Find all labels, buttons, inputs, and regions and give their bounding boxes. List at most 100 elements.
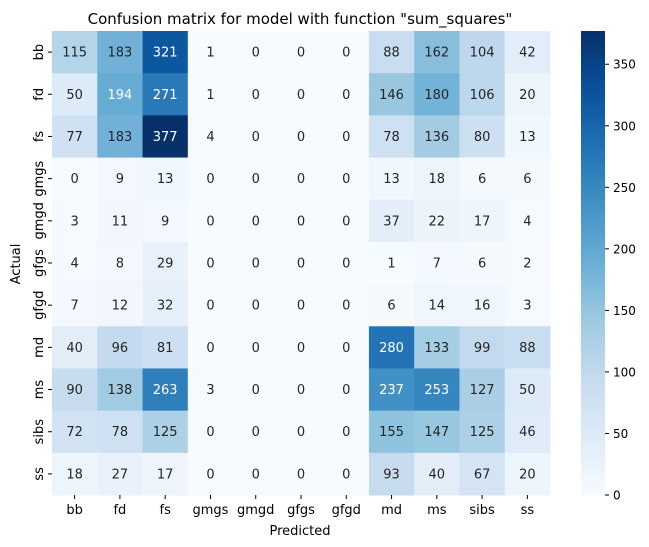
cell-value-label: 40 [66, 341, 83, 356]
cell-value-label: 50 [66, 88, 83, 103]
cell-value-label: 194 [107, 88, 132, 103]
cell-value-label: 1 [206, 88, 214, 103]
heatmap-cell [142, 410, 189, 454]
heatmap-cell [323, 452, 370, 496]
heatmap-cell [97, 284, 144, 327]
cell-value-label: 0 [297, 467, 305, 482]
y-tick-label: gfgs [32, 249, 47, 277]
cell-value-label: 22 [429, 214, 446, 229]
cell-value-label: 12 [112, 299, 129, 314]
heatmap-cell [233, 73, 279, 116]
colorbar-tick-label: 200 [613, 242, 636, 256]
heatmap-cell [414, 73, 460, 116]
y-tick-label: gfgd [32, 291, 47, 320]
cell-value-label: 80 [474, 130, 491, 145]
cell-value-label: 4 [70, 257, 78, 272]
heatmap-cell [52, 115, 98, 159]
heatmap-cell [368, 199, 415, 243]
cell-value-label: 1 [206, 46, 214, 61]
heatmap-cell [187, 326, 234, 369]
cell-value-label: 0 [342, 299, 350, 314]
heatmap-cell [97, 410, 144, 454]
cell-value-label: 78 [383, 130, 400, 145]
heatmap-cell [97, 73, 144, 116]
colorbar-tick-label: 350 [613, 58, 636, 72]
heatmap-cell [459, 115, 506, 159]
cell-value-label: 37 [383, 214, 400, 229]
cell-value-label: 6 [478, 257, 486, 272]
heatmap-cell [459, 73, 506, 116]
heatmap-cell [414, 452, 460, 496]
cell-value-label: 0 [342, 88, 350, 103]
heatmap-cell [414, 241, 460, 285]
cell-value-label: 0 [252, 46, 260, 61]
heatmap-cell [52, 368, 98, 412]
cell-value-label: 0 [252, 257, 260, 272]
colorbar-tick-label: 0 [613, 489, 621, 503]
heatmap-cell [52, 284, 98, 327]
cell-value-label: 77 [66, 130, 83, 145]
cell-value-label: 321 [153, 46, 178, 61]
cell-value-label: 183 [107, 46, 132, 61]
cell-value-label: 6 [523, 172, 531, 187]
heatmap-cell [52, 31, 98, 74]
heatmap-cell [97, 199, 144, 243]
heatmap-cell [142, 241, 189, 285]
x-tick-label: sibs [469, 503, 495, 518]
heatmap-cell [504, 368, 551, 412]
heatmap-cell [459, 452, 506, 496]
x-tick-label: gfgd [332, 503, 361, 518]
cell-value-label: 0 [252, 383, 260, 398]
cell-value-label: 40 [429, 467, 446, 482]
cell-value-label: 0 [252, 299, 260, 314]
y-tick-label: gmgd [32, 202, 47, 239]
cell-value-label: 9 [116, 172, 124, 187]
cell-value-label: 377 [153, 130, 178, 145]
heatmap-cell [142, 326, 189, 369]
heatmap-cell [233, 452, 279, 496]
y-tick-label: fd [32, 88, 47, 101]
y-tick-label: ms [32, 380, 47, 400]
y-tick-label: ss [32, 467, 47, 481]
chart-title: Confusion matrix for model with function… [88, 10, 513, 29]
heatmap-cell [97, 452, 144, 496]
cell-value-label: 0 [297, 299, 305, 314]
heatmap-cell [323, 284, 370, 327]
heatmap-cell [323, 326, 370, 369]
heatmap-cell [278, 326, 325, 369]
heatmap-cell [504, 115, 551, 159]
heatmap-cell [187, 241, 234, 285]
cell-value-label: 0 [70, 172, 78, 187]
heatmap-cell [233, 199, 279, 243]
cell-value-label: 125 [153, 425, 178, 440]
x-tick-label: gfgs [287, 503, 315, 518]
cell-value-label: 0 [297, 172, 305, 187]
heatmap-cell [414, 326, 460, 369]
heatmap-cell [97, 115, 144, 159]
colorbar-tick-label: 50 [613, 427, 628, 441]
cell-value-label: 263 [153, 383, 178, 398]
y-tick-label: bb [32, 44, 47, 61]
heatmap-cell [323, 115, 370, 159]
cell-value-label: 0 [252, 341, 260, 356]
colorbar-tick-label: 150 [613, 304, 636, 318]
heatmap-cell [323, 368, 370, 412]
heatmap-cell [504, 284, 551, 327]
heatmap-cell [187, 410, 234, 454]
heatmap-cell [142, 31, 189, 74]
heatmap-cell [142, 368, 189, 412]
heatmap-cell [142, 199, 189, 243]
heatmap-cell [278, 115, 325, 159]
cell-value-label: 50 [519, 383, 536, 398]
heatmap-cell [187, 115, 234, 159]
cell-value-label: 42 [519, 46, 536, 61]
heatmap-cell [97, 368, 144, 412]
colorbar-ticks: 0 50 100 150 200 250 300 350 [605, 58, 636, 503]
cell-value-label: 125 [470, 425, 495, 440]
cell-value-label: 14 [429, 299, 446, 314]
x-tick-label: ms [427, 503, 447, 518]
heatmap-cell [142, 157, 189, 201]
heatmap-cell [459, 368, 506, 412]
cell-value-label: 9 [161, 214, 169, 229]
